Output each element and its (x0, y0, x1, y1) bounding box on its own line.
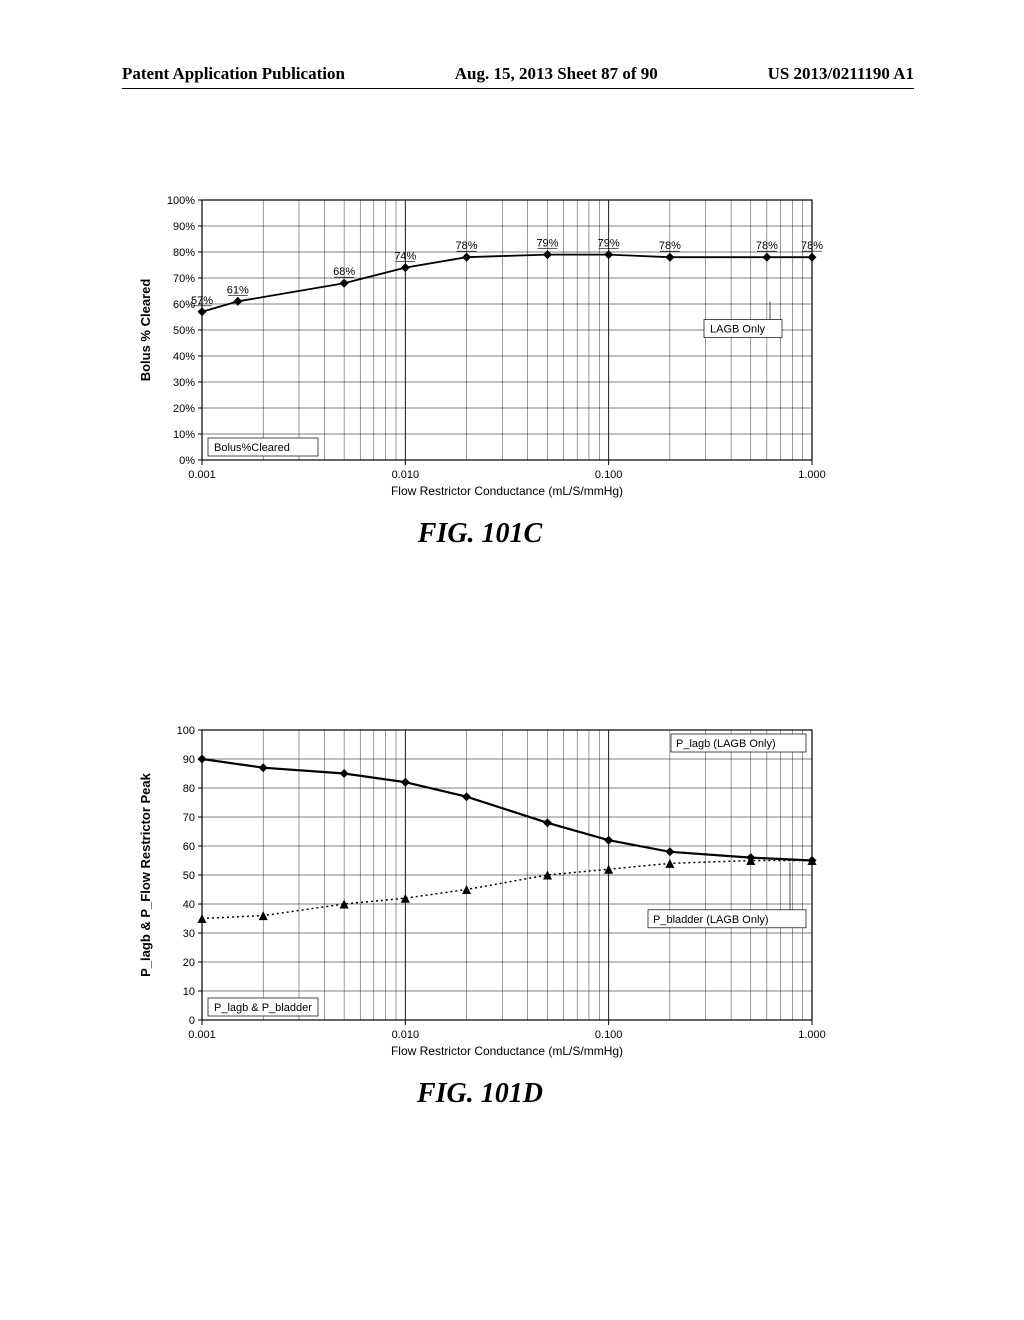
svg-text:61%: 61% (227, 284, 249, 296)
svg-text:74%: 74% (394, 251, 416, 263)
svg-text:79%: 79% (598, 238, 620, 250)
svg-text:79%: 79% (536, 238, 558, 250)
svg-text:Bolus % Cleared: Bolus % Cleared (138, 279, 153, 382)
svg-text:90%: 90% (173, 221, 195, 233)
svg-text:0.010: 0.010 (392, 469, 420, 481)
svg-text:20: 20 (183, 957, 195, 969)
header-left: Patent Application Publication (122, 64, 345, 84)
fig-101d-caption: FIG. 101D (130, 1078, 830, 1110)
svg-text:10%: 10% (173, 429, 195, 441)
svg-text:57%: 57% (191, 295, 213, 307)
svg-text:78%: 78% (756, 240, 778, 252)
page: Patent Application Publication Aug. 15, … (0, 0, 1024, 1320)
svg-text:0%: 0% (179, 455, 195, 467)
figure-101d: 0 10 20 30 40 50 60 70 80 90 100 0.001 0.010 0.100 1.0… (130, 720, 830, 1110)
header-right: US 2013/0211190 A1 (768, 64, 914, 84)
svg-text:10: 10 (183, 986, 195, 998)
svg-text:78%: 78% (659, 240, 681, 252)
svg-text:40: 40 (183, 899, 195, 911)
svg-text:0.100: 0.100 (595, 1029, 623, 1041)
svg-text:30%: 30% (173, 377, 195, 389)
figure-101c: 0%10%20%30%40%50%60%70%80%90%100%0.0010.… (130, 190, 830, 550)
svg-text:50%: 50% (173, 325, 195, 337)
svg-text:Bolus%Cleared: Bolus%Cleared (214, 442, 290, 454)
svg-text:30: 30 (183, 928, 195, 940)
svg-text:78%: 78% (456, 240, 478, 252)
svg-text:0.001: 0.001 (188, 1029, 216, 1041)
svg-text:P_lagb (LAGB Only): P_lagb (LAGB Only) (676, 738, 776, 750)
page-header: Patent Application Publication Aug. 15, … (122, 64, 914, 84)
svg-text:100: 100 (177, 725, 195, 737)
svg-text:P_lagb & P_Flow Restrictor Pea: P_lagb & P_Flow Restrictor Peak (138, 772, 153, 977)
svg-text:LAGB Only: LAGB Only (710, 324, 766, 336)
svg-text:P_lagb & P_bladder: P_lagb & P_bladder (214, 1002, 312, 1014)
svg-text:80: 80 (183, 783, 195, 795)
chart-101d-svg: 0 10 20 30 40 50 60 70 80 90 100 0.001 0.010 0.100 1.0… (130, 720, 830, 1070)
svg-text:0.001: 0.001 (188, 469, 216, 481)
svg-text:70: 70 (183, 812, 195, 824)
svg-text:90: 90 (183, 754, 195, 766)
svg-text:1.000: 1.000 (798, 469, 826, 481)
svg-text:78%: 78% (801, 240, 823, 252)
svg-text:100%: 100% (167, 195, 195, 207)
svg-text:0: 0 (189, 1015, 195, 1027)
svg-text:P_bladder (LAGB Only): P_bladder (LAGB Only) (653, 914, 769, 926)
svg-text:Flow Restrictor Conductance (m: Flow Restrictor Conductance (mL/S/mmHg) (391, 484, 623, 498)
fig-101c-caption: FIG. 101C (130, 518, 830, 550)
svg-text:Flow Restrictor Conductance (m: Flow Restrictor Conductance (mL/S/mmHg) (391, 1044, 623, 1058)
svg-text:0.100: 0.100 (595, 469, 623, 481)
chart-101c-svg: 0%10%20%30%40%50%60%70%80%90%100%0.0010.… (130, 190, 830, 510)
svg-text:68%: 68% (333, 266, 355, 278)
svg-text:20%: 20% (173, 403, 195, 415)
header-rule (122, 88, 914, 89)
svg-text:40%: 40% (173, 351, 195, 363)
svg-text:80%: 80% (173, 247, 195, 259)
svg-text:70%: 70% (173, 273, 195, 285)
svg-text:50: 50 (183, 870, 195, 882)
svg-text:0.010: 0.010 (392, 1029, 420, 1041)
svg-text:60: 60 (183, 841, 195, 853)
svg-text:1.000: 1.000 (798, 1029, 826, 1041)
header-center: Aug. 15, 2013 Sheet 87 of 90 (455, 64, 658, 84)
